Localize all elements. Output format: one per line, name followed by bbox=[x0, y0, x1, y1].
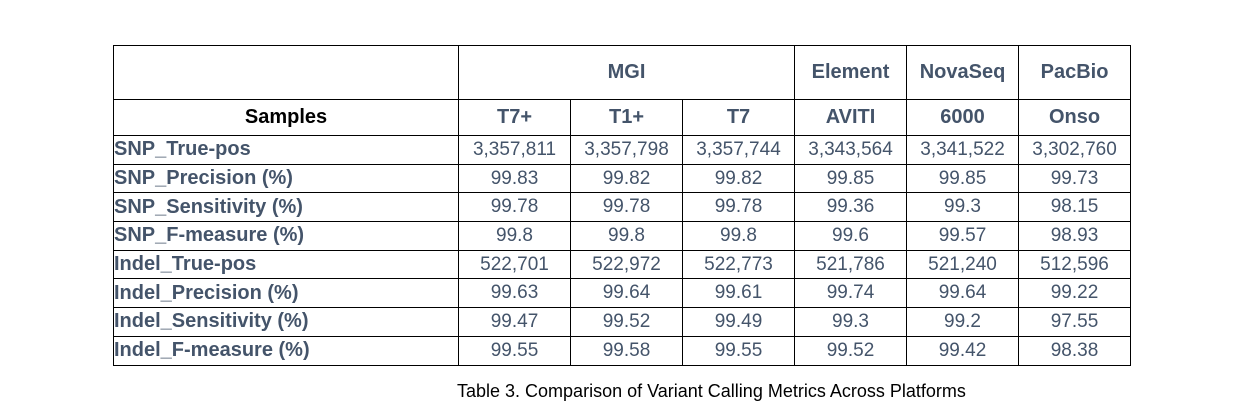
metric-value-cell: 522,701 bbox=[458, 249, 571, 280]
metric-value-cell: 99.3 bbox=[906, 192, 1020, 223]
metric-value-cell: 3,341,522 bbox=[906, 135, 1020, 165]
sample-header-t1plus: T1+ bbox=[570, 99, 683, 136]
metric-value-cell: 99.83 bbox=[458, 163, 571, 194]
metric-value-cell: 99.58 bbox=[570, 335, 683, 366]
metric-value-cell: 522,773 bbox=[681, 249, 796, 280]
metric-value-cell: 99.63 bbox=[458, 278, 571, 309]
metric-value-cell: 99.85 bbox=[906, 163, 1020, 194]
metric-value-cell: 99.8 bbox=[570, 221, 683, 251]
metric-value-cell: 99.55 bbox=[681, 335, 796, 366]
metric-value-cell: 99.55 bbox=[458, 335, 571, 366]
metric-value-cell: 97.55 bbox=[1018, 307, 1132, 337]
metric-value-cell: 98.93 bbox=[1018, 221, 1132, 251]
platform-header-novaseq: NovaSeq bbox=[906, 45, 1020, 100]
metric-label-cell: SNP_Precision (%) bbox=[113, 163, 459, 194]
metric-value-cell: 3,357,798 bbox=[570, 135, 683, 165]
metric-value-cell: 99.52 bbox=[570, 307, 683, 337]
metric-value-cell: 99.52 bbox=[794, 335, 908, 366]
corner-spacer bbox=[113, 45, 459, 100]
metric-value-cell: 99.78 bbox=[681, 192, 796, 223]
samples-header-row: Samples T7+ T1+ T7 AVITI 6000 Onso bbox=[113, 99, 1132, 136]
metric-value-cell: 3,357,811 bbox=[458, 135, 571, 165]
sample-header-onso: Onso bbox=[1018, 99, 1132, 136]
metric-value-cell: 3,302,760 bbox=[1018, 135, 1132, 165]
table-row-indel-f-measure: Indel_F-measure (%) 99.55 99.58 99.55 99… bbox=[113, 335, 1132, 366]
metric-value-cell: 99.22 bbox=[1018, 278, 1132, 309]
table-caption: Table 3. Comparison of Variant Calling M… bbox=[457, 381, 966, 401]
sample-header-t7: T7 bbox=[681, 99, 796, 136]
metric-value-cell: 99.61 bbox=[681, 278, 796, 309]
metric-value-cell: 99.73 bbox=[1018, 163, 1132, 194]
metric-label-cell: SNP_F-measure (%) bbox=[113, 221, 459, 251]
metric-value-cell: 99.64 bbox=[906, 278, 1020, 309]
samples-header: Samples bbox=[113, 99, 459, 136]
metric-value-cell: 3,343,564 bbox=[794, 135, 908, 165]
metric-value-cell: 99.82 bbox=[681, 163, 796, 194]
table-row-snp-f-measure: SNP_F-measure (%) 99.8 99.8 99.8 99.6 99… bbox=[113, 221, 1132, 251]
metric-value-cell: 99.8 bbox=[458, 221, 571, 251]
metric-value-cell: 512,596 bbox=[1018, 249, 1132, 280]
metric-value-cell: 99.42 bbox=[906, 335, 1020, 366]
sample-header-6000: 6000 bbox=[906, 99, 1020, 136]
table-row-indel-true-pos: Indel_True-pos 522,701 522,972 522,773 5… bbox=[113, 249, 1132, 280]
platform-header-element: Element bbox=[794, 45, 908, 100]
metric-label-cell: Indel_F-measure (%) bbox=[113, 335, 459, 366]
metric-value-cell: 521,786 bbox=[794, 249, 908, 280]
metric-value-cell: 99.85 bbox=[794, 163, 908, 194]
metric-value-cell: 99.64 bbox=[570, 278, 683, 309]
metric-label-cell: Indel_True-pos bbox=[113, 249, 459, 280]
table-row-indel-sensitivity: Indel_Sensitivity (%) 99.47 99.52 99.49 … bbox=[113, 307, 1132, 337]
metric-value-cell: 99.8 bbox=[681, 221, 796, 251]
metric-value-cell: 99.49 bbox=[681, 307, 796, 337]
metric-value-cell: 99.82 bbox=[570, 163, 683, 194]
metric-value-cell: 98.38 bbox=[1018, 335, 1132, 366]
metric-value-cell: 99.36 bbox=[794, 192, 908, 223]
variant-calling-metrics-table: MGI Element NovaSeq PacBio Samples T7+ T… bbox=[113, 45, 1132, 366]
table-row-indel-precision: Indel_Precision (%) 99.63 99.64 99.61 99… bbox=[113, 278, 1132, 309]
metric-value-cell: 99.6 bbox=[794, 221, 908, 251]
metric-value-cell: 99.2 bbox=[906, 307, 1020, 337]
platform-header-row: MGI Element NovaSeq PacBio bbox=[113, 45, 1132, 100]
metric-label-cell: Indel_Precision (%) bbox=[113, 278, 459, 309]
metric-value-cell: 98.15 bbox=[1018, 192, 1132, 223]
table-row-snp-sensitivity: SNP_Sensitivity (%) 99.78 99.78 99.78 99… bbox=[113, 192, 1132, 223]
metric-value-cell: 521,240 bbox=[906, 249, 1020, 280]
sample-header-aviti: AVITI bbox=[794, 99, 908, 136]
metric-value-cell: 3,357,744 bbox=[681, 135, 796, 165]
metric-value-cell: 99.74 bbox=[794, 278, 908, 309]
metric-value-cell: 99.78 bbox=[570, 192, 683, 223]
metric-label-cell: SNP_True-pos bbox=[113, 135, 459, 165]
table-row-snp-precision: SNP_Precision (%) 99.83 99.82 99.82 99.8… bbox=[113, 163, 1132, 194]
metric-label-cell: SNP_Sensitivity (%) bbox=[113, 192, 459, 223]
platform-header-mgi: MGI bbox=[457, 45, 796, 100]
metric-label-cell: Indel_Sensitivity (%) bbox=[113, 307, 459, 337]
table-row-snp-true-pos: SNP_True-pos 3,357,811 3,357,798 3,357,7… bbox=[113, 135, 1132, 165]
metric-value-cell: 99.3 bbox=[794, 307, 908, 337]
platform-header-pacbio: PacBio bbox=[1018, 45, 1132, 100]
sample-header-t7plus: T7+ bbox=[458, 99, 571, 136]
metric-value-cell: 99.78 bbox=[458, 192, 571, 223]
metric-value-cell: 99.57 bbox=[906, 221, 1020, 251]
metric-value-cell: 522,972 bbox=[570, 249, 683, 280]
metric-value-cell: 99.47 bbox=[458, 307, 571, 337]
